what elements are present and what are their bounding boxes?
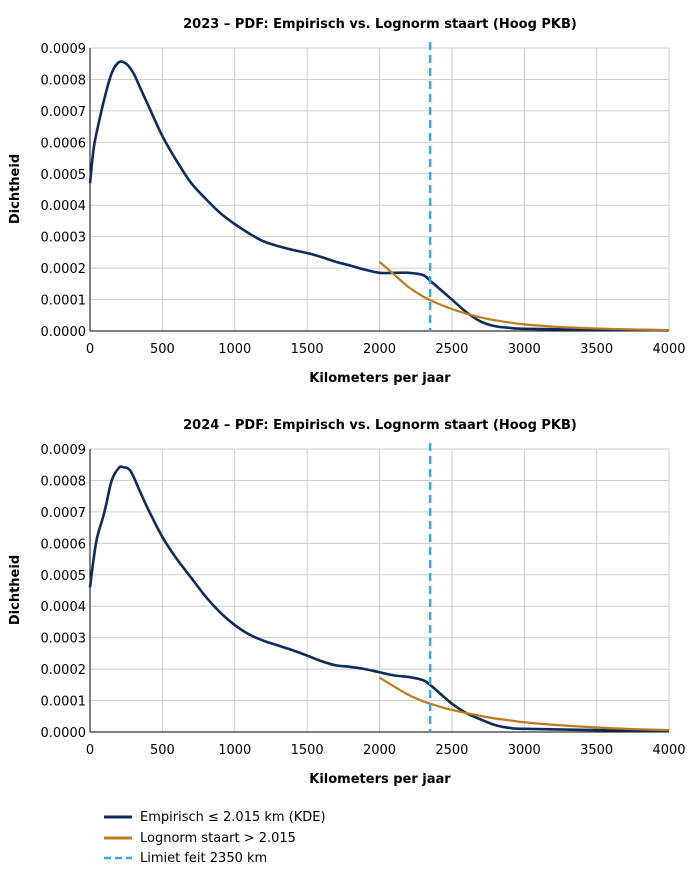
y-tick-label: 0.0000	[41, 726, 87, 741]
chart-title: 2024 – PDF: Empirisch vs. Lognorm staart…	[183, 418, 577, 433]
x-tick-label: 1000	[218, 743, 251, 758]
y-tick-label: 0.0005	[41, 168, 87, 183]
legend-item-empirical: Empirisch ≤ 2.015 km (KDE)	[104, 810, 326, 825]
x-tick-label: 0	[86, 743, 94, 758]
legend-label-limit: Limiet feit 2350 km	[140, 851, 267, 866]
y-tick-label: 0.0007	[41, 506, 87, 521]
y-tick-label: 0.0009	[41, 443, 87, 458]
legend-item-lognorm: Lognorm staart > 2.015	[104, 831, 296, 846]
plot-area	[88, 443, 670, 733]
chart-2023: 2023 – PDF: Empirisch vs. Lognorm staart…	[8, 17, 686, 386]
y-tick-label: 0.0003	[41, 231, 87, 246]
x-tick-label: 2500	[435, 743, 468, 758]
grid	[89, 448, 670, 733]
y-tick-label: 0.0000	[41, 325, 87, 340]
y-axis-label: Dichtheid	[8, 555, 23, 625]
x-tick-label: 1000	[218, 342, 251, 357]
x-tick-label: 2000	[363, 342, 396, 357]
x-tick-label: 3500	[580, 342, 613, 357]
y-tick-label: 0.0004	[41, 199, 87, 214]
plot-area	[88, 42, 670, 332]
x-tick-label: 2000	[363, 743, 396, 758]
y-tick-label: 0.0008	[41, 73, 87, 88]
x-tick-label: 3500	[580, 743, 613, 758]
y-tick-label: 0.0008	[41, 474, 87, 489]
legend: Empirisch ≤ 2.015 km (KDE) Lognorm staar…	[104, 810, 326, 866]
y-tick-label: 0.0002	[41, 663, 87, 678]
legend-label-lognorm: Lognorm staart > 2.015	[140, 831, 296, 846]
y-tick-label: 0.0001	[41, 695, 87, 710]
series-line-lognorm	[378, 676, 670, 732]
x-tick-label: 0	[86, 342, 94, 357]
x-tick-label: 1500	[291, 342, 324, 357]
y-tick-label: 0.0006	[41, 537, 87, 552]
y-axis-label: Dichtheid	[8, 154, 23, 224]
series-line-lognorm	[378, 260, 670, 332]
y-tick-label: 0.0006	[41, 136, 87, 151]
y-tick-label: 0.0004	[41, 600, 87, 615]
y-tick-label: 0.0003	[41, 632, 87, 647]
series-line-empirical	[88, 60, 670, 332]
chart-title: 2023 – PDF: Empirisch vs. Lognorm staart…	[183, 17, 577, 32]
y-tick-label: 0.0007	[41, 105, 87, 120]
chart-2024: 2024 – PDF: Empirisch vs. Lognorm staart…	[8, 418, 686, 787]
legend-label-empirical: Empirisch ≤ 2.015 km (KDE)	[140, 810, 326, 825]
x-tick-label: 4000	[652, 743, 685, 758]
tick-labels: 0.0000 0.0001 0.0002 0.0003 0.0004 0.0005 0.00…	[41, 42, 686, 357]
x-tick-label: 4000	[652, 342, 685, 357]
x-tick-label: 1500	[291, 743, 324, 758]
x-axis-label: Kilometers per jaar	[309, 772, 451, 787]
legend-item-limit: Limiet feit 2350 km	[104, 851, 267, 866]
x-tick-label: 500	[150, 743, 175, 758]
y-tick-label: 0.0005	[41, 569, 87, 584]
x-tick-label: 500	[150, 342, 175, 357]
y-tick-label: 0.0009	[41, 42, 87, 57]
grid	[89, 47, 670, 332]
x-axis-label: Kilometers per jaar	[309, 371, 451, 386]
x-tick-label: 3000	[508, 743, 541, 758]
y-tick-label: 0.0001	[41, 294, 87, 309]
y-tick-label: 0.0002	[41, 262, 87, 277]
x-tick-label: 2500	[435, 342, 468, 357]
tick-labels: 0.0000 0.0001 0.0002 0.0003 0.0004 0.0005 0.00…	[41, 443, 686, 758]
x-tick-label: 3000	[508, 342, 541, 357]
